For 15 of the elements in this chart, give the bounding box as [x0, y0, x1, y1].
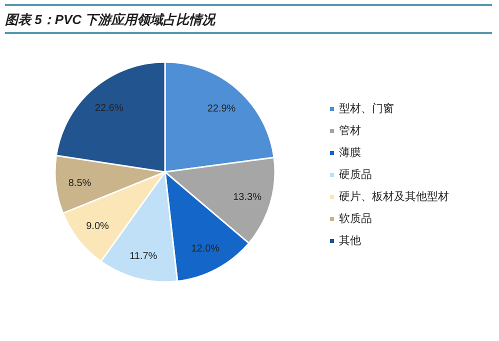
data-label: 11.7%	[130, 251, 158, 262]
data-label: 22.9%	[207, 103, 236, 114]
legend-label: 软质品	[339, 212, 372, 225]
legend-label: 其他	[339, 234, 361, 247]
data-label: 13.3%	[233, 192, 262, 204]
data-label: 12.0%	[191, 244, 220, 255]
chart-title: 图表 5：PVC 下游应用领域占比情况	[5, 12, 216, 27]
data-label: 22.6%	[94, 102, 124, 114]
data-label: 8.5%	[68, 178, 92, 189]
legend-label: 型材、门窗	[339, 102, 394, 115]
legend-label: 硬片、板材及其他型材	[339, 190, 449, 203]
data-label: 9.0%	[86, 221, 110, 232]
legend-label: 硬质品	[339, 168, 372, 181]
legend-label: 薄膜	[339, 146, 361, 159]
legend-label: 管材	[339, 124, 361, 137]
